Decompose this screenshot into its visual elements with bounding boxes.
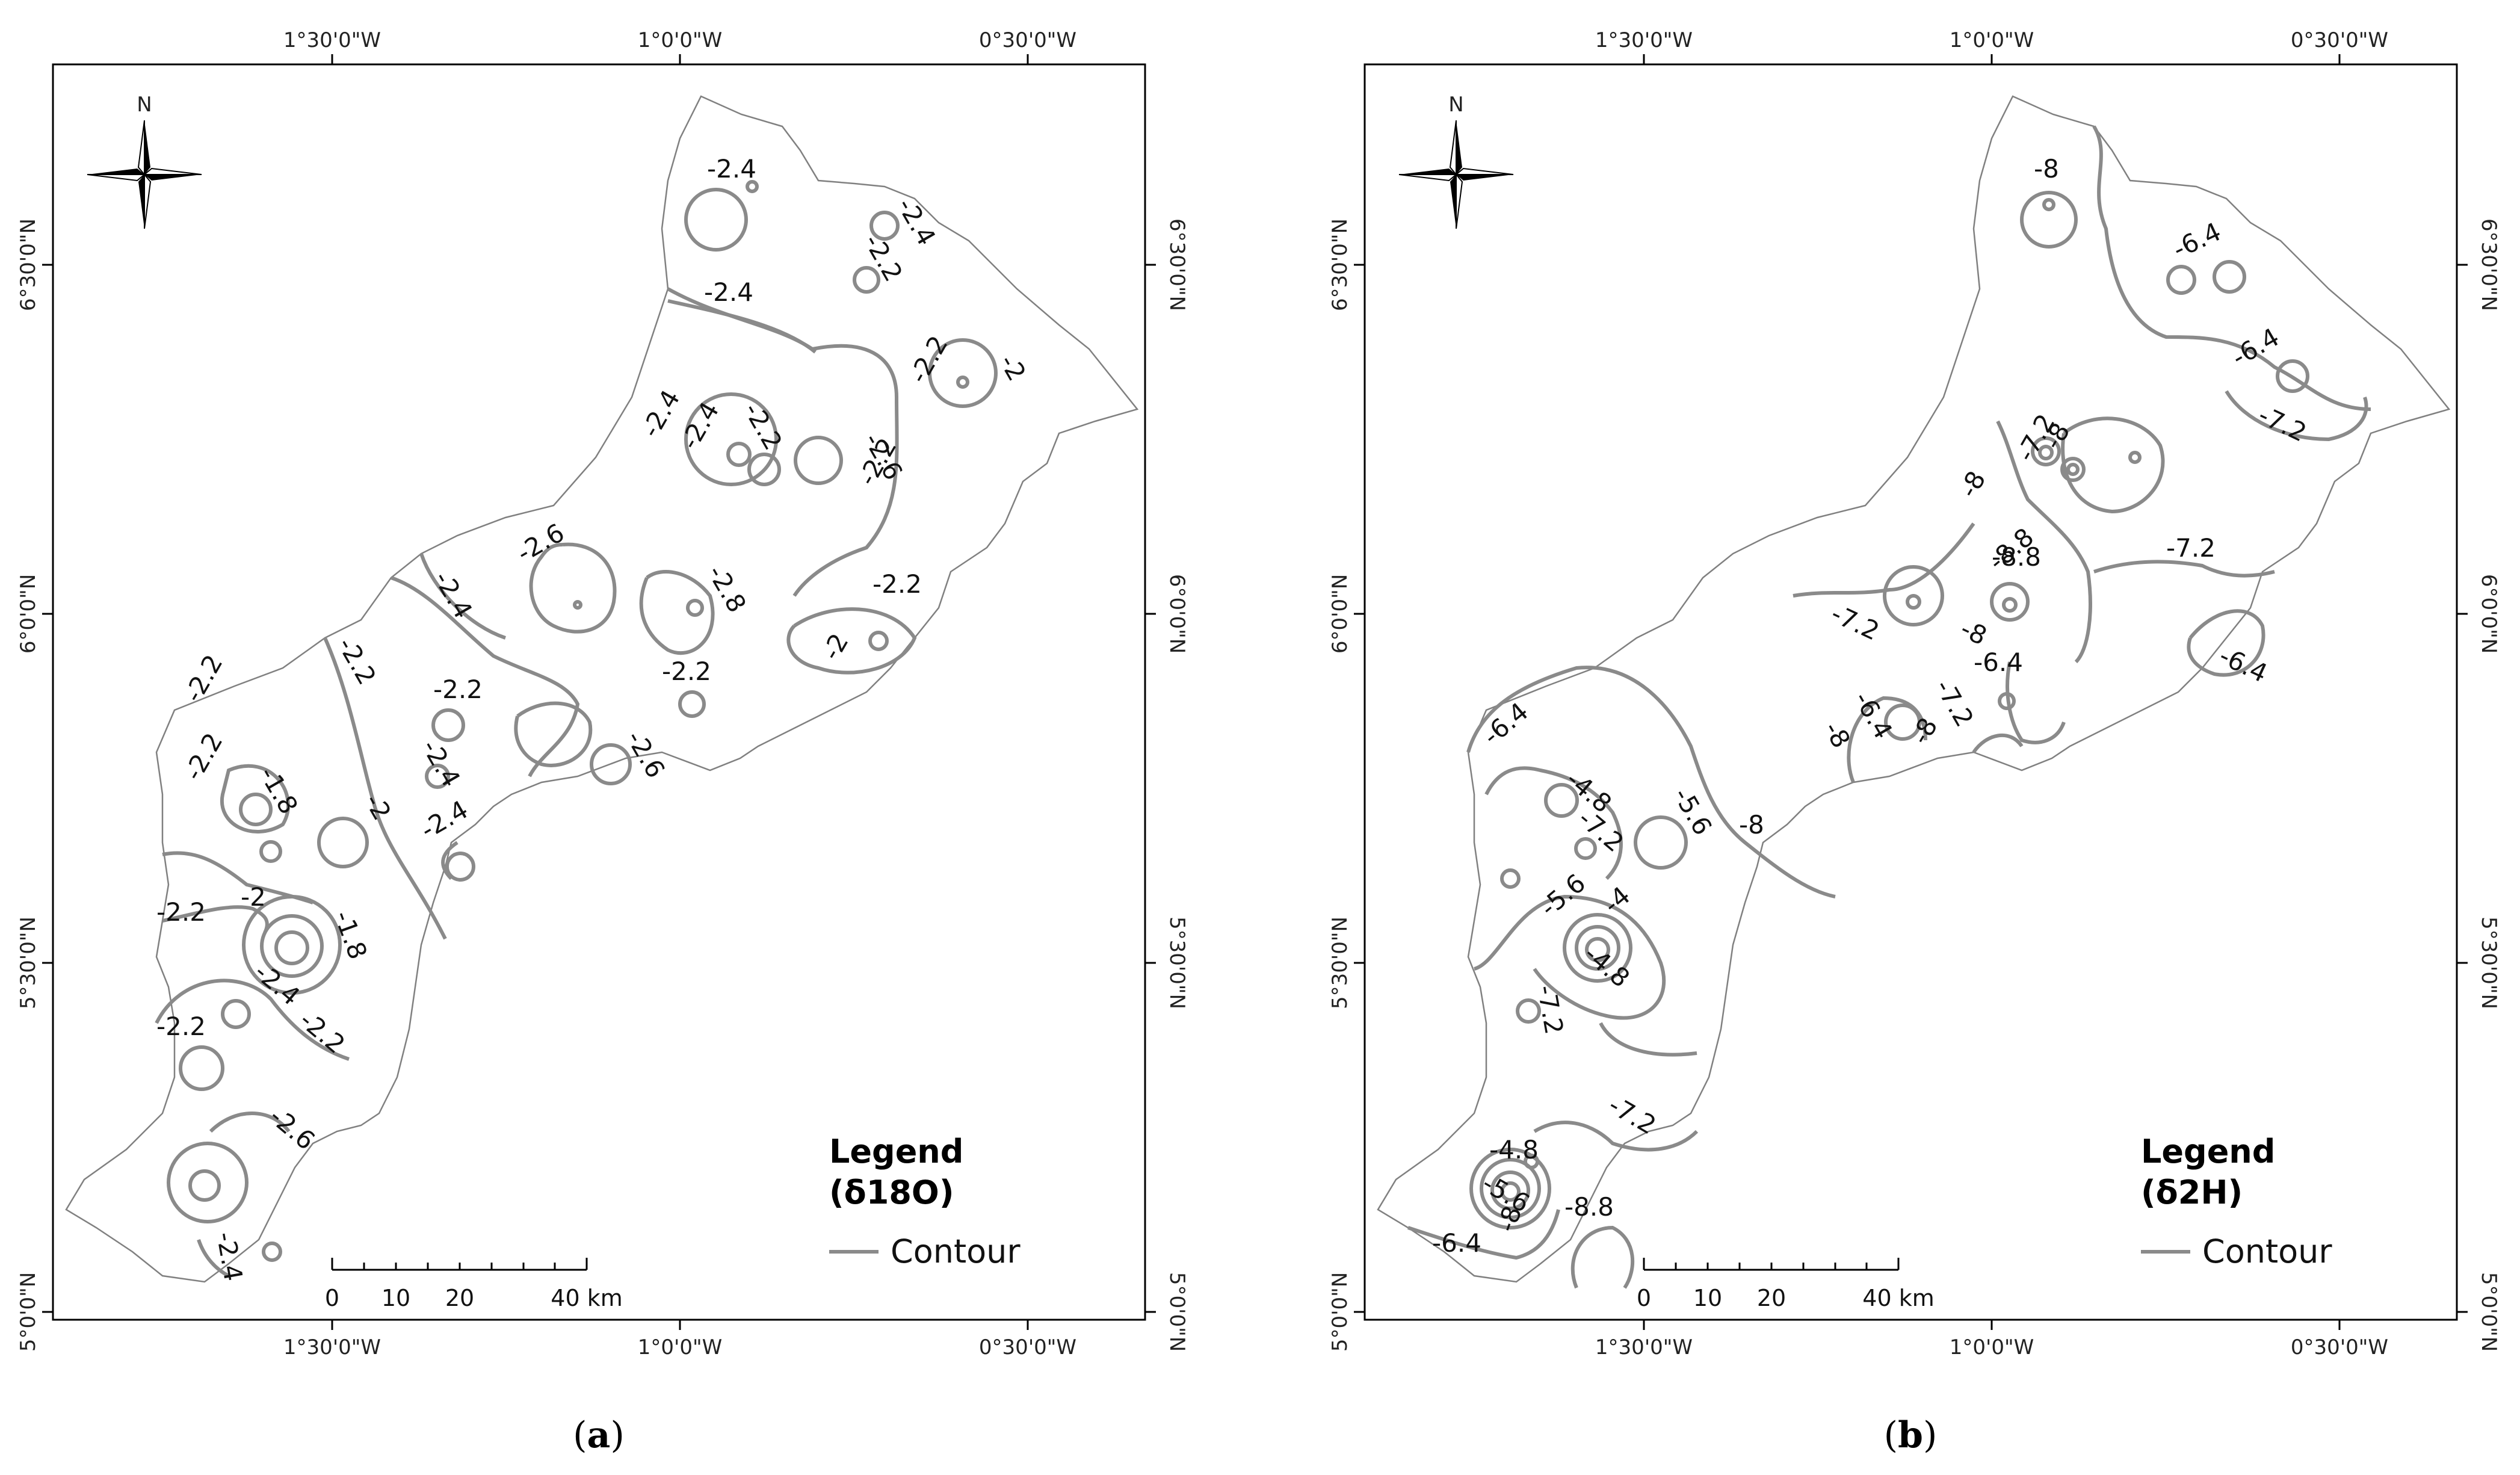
latitude-label: 5°30'0"N: [16, 917, 40, 1009]
longitude-label: 0°30'0"W: [979, 1335, 1076, 1359]
graticule-ticks: [1354, 54, 2468, 1330]
longitude-label: 1°0'0"W: [1950, 1335, 2034, 1359]
contour-label: -4.8: [1489, 1135, 1539, 1164]
contour-label: -2.2: [156, 897, 206, 927]
contour-label: -8: [2034, 154, 2059, 184]
latitude-label: 5°30'0"N: [1328, 917, 1352, 1009]
north-label: N: [1448, 93, 1463, 117]
longitude-label: 1°0'0"W: [1950, 28, 2034, 52]
legend-item-label: Contour: [2202, 1232, 2332, 1270]
contour-label: -6.4: [1432, 1228, 1481, 1258]
contour-lines: [155, 180, 998, 1278]
north-arrow: N: [87, 93, 202, 229]
map-frame: [52, 63, 1146, 1321]
scale-label: 20: [1757, 1285, 1786, 1311]
longitude-label: 1°30'0"W: [1595, 28, 1693, 52]
latitude-label: 5°0'0"N: [1165, 1272, 1189, 1352]
latitude-label: 5°30'0"N: [1165, 917, 1189, 1009]
scale-label: 0: [325, 1285, 339, 1311]
contour-label: -2.2: [662, 657, 711, 686]
legend-subtitle: (δ2H): [2141, 1174, 2243, 1211]
map-panel-a: 1°30'0"W 1°0'0"W 0°30'0"W 1°30'0"W 1°0'0…: [16, 28, 1189, 1456]
contour-label: -2.4: [704, 277, 753, 307]
legend-item-label: Contour: [891, 1232, 1021, 1270]
scale-label: 10: [1693, 1285, 1722, 1311]
contour-label: -8.8: [1992, 542, 2041, 572]
latitude-label: 6°0'0"N: [2477, 574, 2501, 654]
legend-title: Legend: [2141, 1133, 2275, 1170]
map-frame: [1363, 63, 2458, 1321]
latitude-label: 6°0'0"N: [1328, 574, 1352, 654]
scale-label: 10: [381, 1285, 410, 1311]
graticule-ticks: [42, 54, 1156, 1330]
latitude-label: 5°0'0"N: [1328, 1272, 1352, 1352]
latitude-label: 6°30'0"N: [2477, 218, 2501, 311]
region-outline: [65, 95, 1139, 1283]
longitude-label: 1°30'0"W: [1595, 1335, 1693, 1359]
legend-subtitle: (δ18O): [829, 1174, 954, 1211]
latitude-label: 6°0'0"N: [16, 574, 40, 654]
longitude-label: 0°30'0"W: [2291, 28, 2388, 52]
latitude-label: 6°30'0"N: [1165, 218, 1189, 311]
scale-label: 20: [445, 1285, 474, 1311]
contour-label: -2.2: [872, 569, 922, 599]
panel-caption: (a): [573, 1414, 625, 1456]
region-outline: [1377, 95, 2451, 1283]
longitude-label: 1°30'0"W: [283, 28, 381, 52]
longitude-label: 1°0'0"W: [638, 28, 723, 52]
contour-label: -7.2: [2166, 533, 2216, 563]
contour-lines: [1407, 125, 2371, 1289]
longitude-label: 0°30'0"W: [979, 28, 1076, 52]
contour-label: -8: [1739, 810, 1764, 840]
latitude-label: 5°0'0"N: [2477, 1272, 2501, 1352]
latitude-label: 6°30'0"N: [1328, 218, 1352, 311]
contour-label: -6.4: [2215, 641, 2272, 688]
longitude-label: 1°30'0"W: [283, 1335, 381, 1359]
latitude-label: 6°0'0"N: [1165, 574, 1189, 654]
longitude-label: 0°30'0"W: [2291, 1335, 2388, 1359]
north-arrow: N: [1398, 93, 1514, 229]
latitude-label: 5°30'0"N: [2477, 917, 2501, 1009]
contour-label: -2.2: [156, 1012, 206, 1041]
north-label: N: [137, 93, 152, 117]
scale-bar: 0 10 20 40 km: [325, 1258, 623, 1311]
panel-caption: (b): [1884, 1414, 1938, 1456]
contour-label: -2: [241, 882, 266, 912]
contour-label: -2.2: [433, 675, 483, 704]
contour-labels: -8 -6.4 -6.4 -7.2 -7.2 -8 -7.2 -8 -8.8 -…: [1432, 154, 2311, 1258]
legend: Legend (δ18O) Contour: [829, 1133, 1021, 1270]
contour-label: -8.8: [1564, 1192, 1614, 1222]
scale-label: 40 km: [551, 1285, 622, 1311]
contour-label: -6.4: [1974, 648, 2023, 677]
legend-title: Legend: [829, 1133, 963, 1170]
latitude-label: 5°0'0"N: [16, 1272, 40, 1352]
contour-label: -2.4: [707, 154, 756, 184]
longitude-label: 1°0'0"W: [638, 1335, 723, 1359]
legend: Legend (δ2H) Contour: [2141, 1133, 2332, 1270]
latitude-label: 6°30'0"N: [16, 218, 40, 311]
map-panel-b: 1°30'0"W 1°0'0"W 0°30'0"W 1°30'0"W 1°0'0…: [1328, 28, 2501, 1456]
scale-label: 40 km: [1862, 1285, 1934, 1311]
scale-bar: 0 10 20 40 km: [1637, 1258, 1935, 1311]
scale-label: 0: [1637, 1285, 1651, 1311]
